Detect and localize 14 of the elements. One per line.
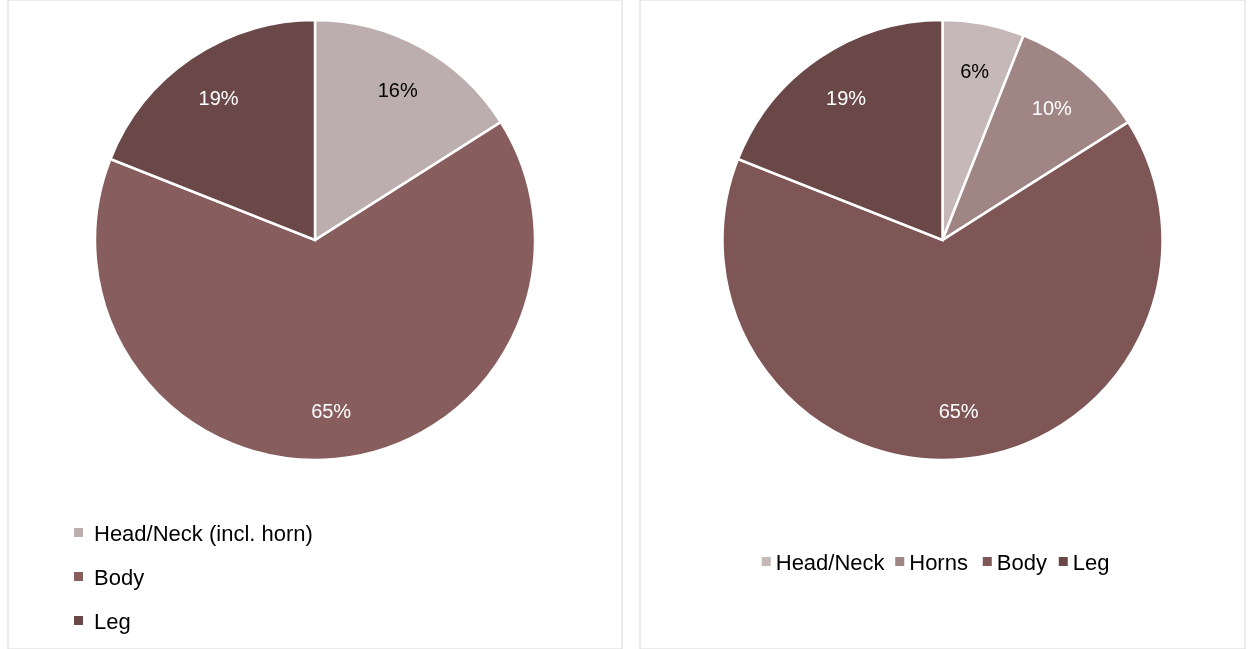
legend-label: Leg: [1072, 549, 1110, 575]
legend-label: Horns: [909, 549, 968, 575]
legend-label: Head/Neck (incl. horn): [94, 520, 313, 546]
data-label: 65%: [311, 399, 352, 422]
data-label: 16%: [377, 78, 418, 101]
data-label: 10%: [1031, 96, 1073, 119]
data-label: 6%: [960, 60, 990, 83]
data-label: 19%: [826, 87, 867, 110]
legend-label: Head/Neck: [775, 549, 886, 575]
legend-label: Body: [94, 564, 145, 590]
legend-label: Leg: [94, 608, 131, 634]
data-label: 65%: [938, 399, 979, 422]
legend-label: Body: [996, 549, 1047, 575]
data-label: 19%: [198, 87, 239, 110]
